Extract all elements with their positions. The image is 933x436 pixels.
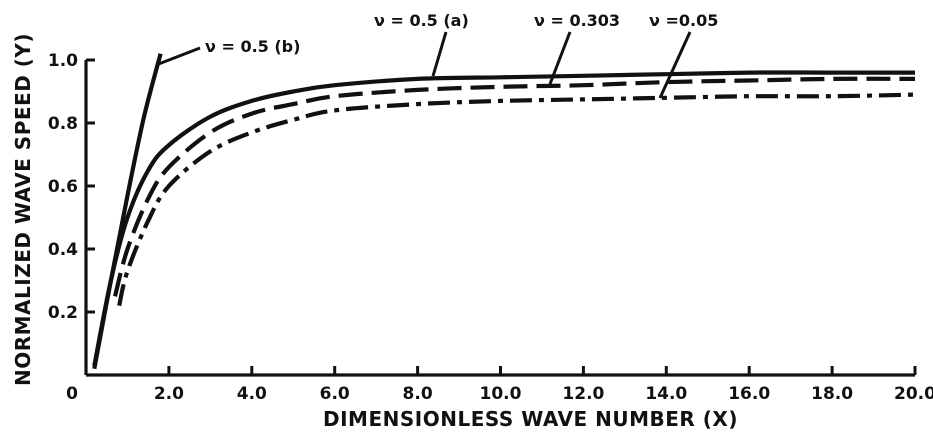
- x-tick-label: 6.0: [320, 384, 350, 404]
- x-tick-label: 18.0: [811, 384, 853, 404]
- curve-layer: [92, 53, 916, 370]
- series-line-0-303: [112, 76, 916, 297]
- annotation-leader-0-5-a: [431, 31, 448, 77]
- series-line-0-5-a: [92, 70, 915, 367]
- series-label-0-303: ν = 0.303: [534, 11, 620, 30]
- x-tick-label: 4.0: [237, 384, 267, 404]
- series-label-0-5-b: ν = 0.5 (b): [205, 37, 300, 56]
- x-tick-label: 14.0: [645, 384, 687, 404]
- y-tick-label: 0.4: [48, 240, 78, 260]
- series-line-0-05: [117, 92, 916, 307]
- annotation-leader-0-303: [548, 31, 572, 85]
- x-tick-label: 20.0: [894, 384, 933, 404]
- annotation-layer: ν = 0.5 (b) ν = 0.5 (a) ν = 0.303 ν =0.05: [205, 11, 718, 56]
- x-tick-label: 16.0: [728, 384, 770, 404]
- x-tick-label: 10.0: [480, 384, 522, 404]
- y-tick-label: 0.8: [48, 114, 78, 134]
- series-label-0-05: ν =0.05: [649, 11, 718, 30]
- annotation-leader-0-5-b: [155, 46, 201, 67]
- x-tick-label: 0: [66, 384, 78, 404]
- axes-layer: [84, 60, 915, 377]
- y-tick-label: 0.2: [48, 303, 78, 323]
- x-tick-label: 2.0: [154, 384, 184, 404]
- series-label-0-5-a: ν = 0.5 (a): [374, 11, 469, 30]
- annotation-leader-0-05: [658, 31, 692, 99]
- x-tick-label: 8.0: [403, 384, 433, 404]
- y-axis-title: NORMALIZED WAVE SPEED (Y): [11, 33, 35, 386]
- x-axis-title: DIMENSIONLESS WAVE NUMBER (X): [323, 407, 738, 431]
- y-tick-label: 0.6: [48, 177, 78, 197]
- y-tick-label: 1.0: [48, 51, 78, 71]
- x-tick-label: 12.0: [562, 384, 604, 404]
- tick-layer: 0 2.0 4.0 6.0 8.0 10.0 12.0 14.0 16.0 18.0 20.0 0.2…: [48, 51, 933, 404]
- annotation-leader-layer: [155, 31, 692, 99]
